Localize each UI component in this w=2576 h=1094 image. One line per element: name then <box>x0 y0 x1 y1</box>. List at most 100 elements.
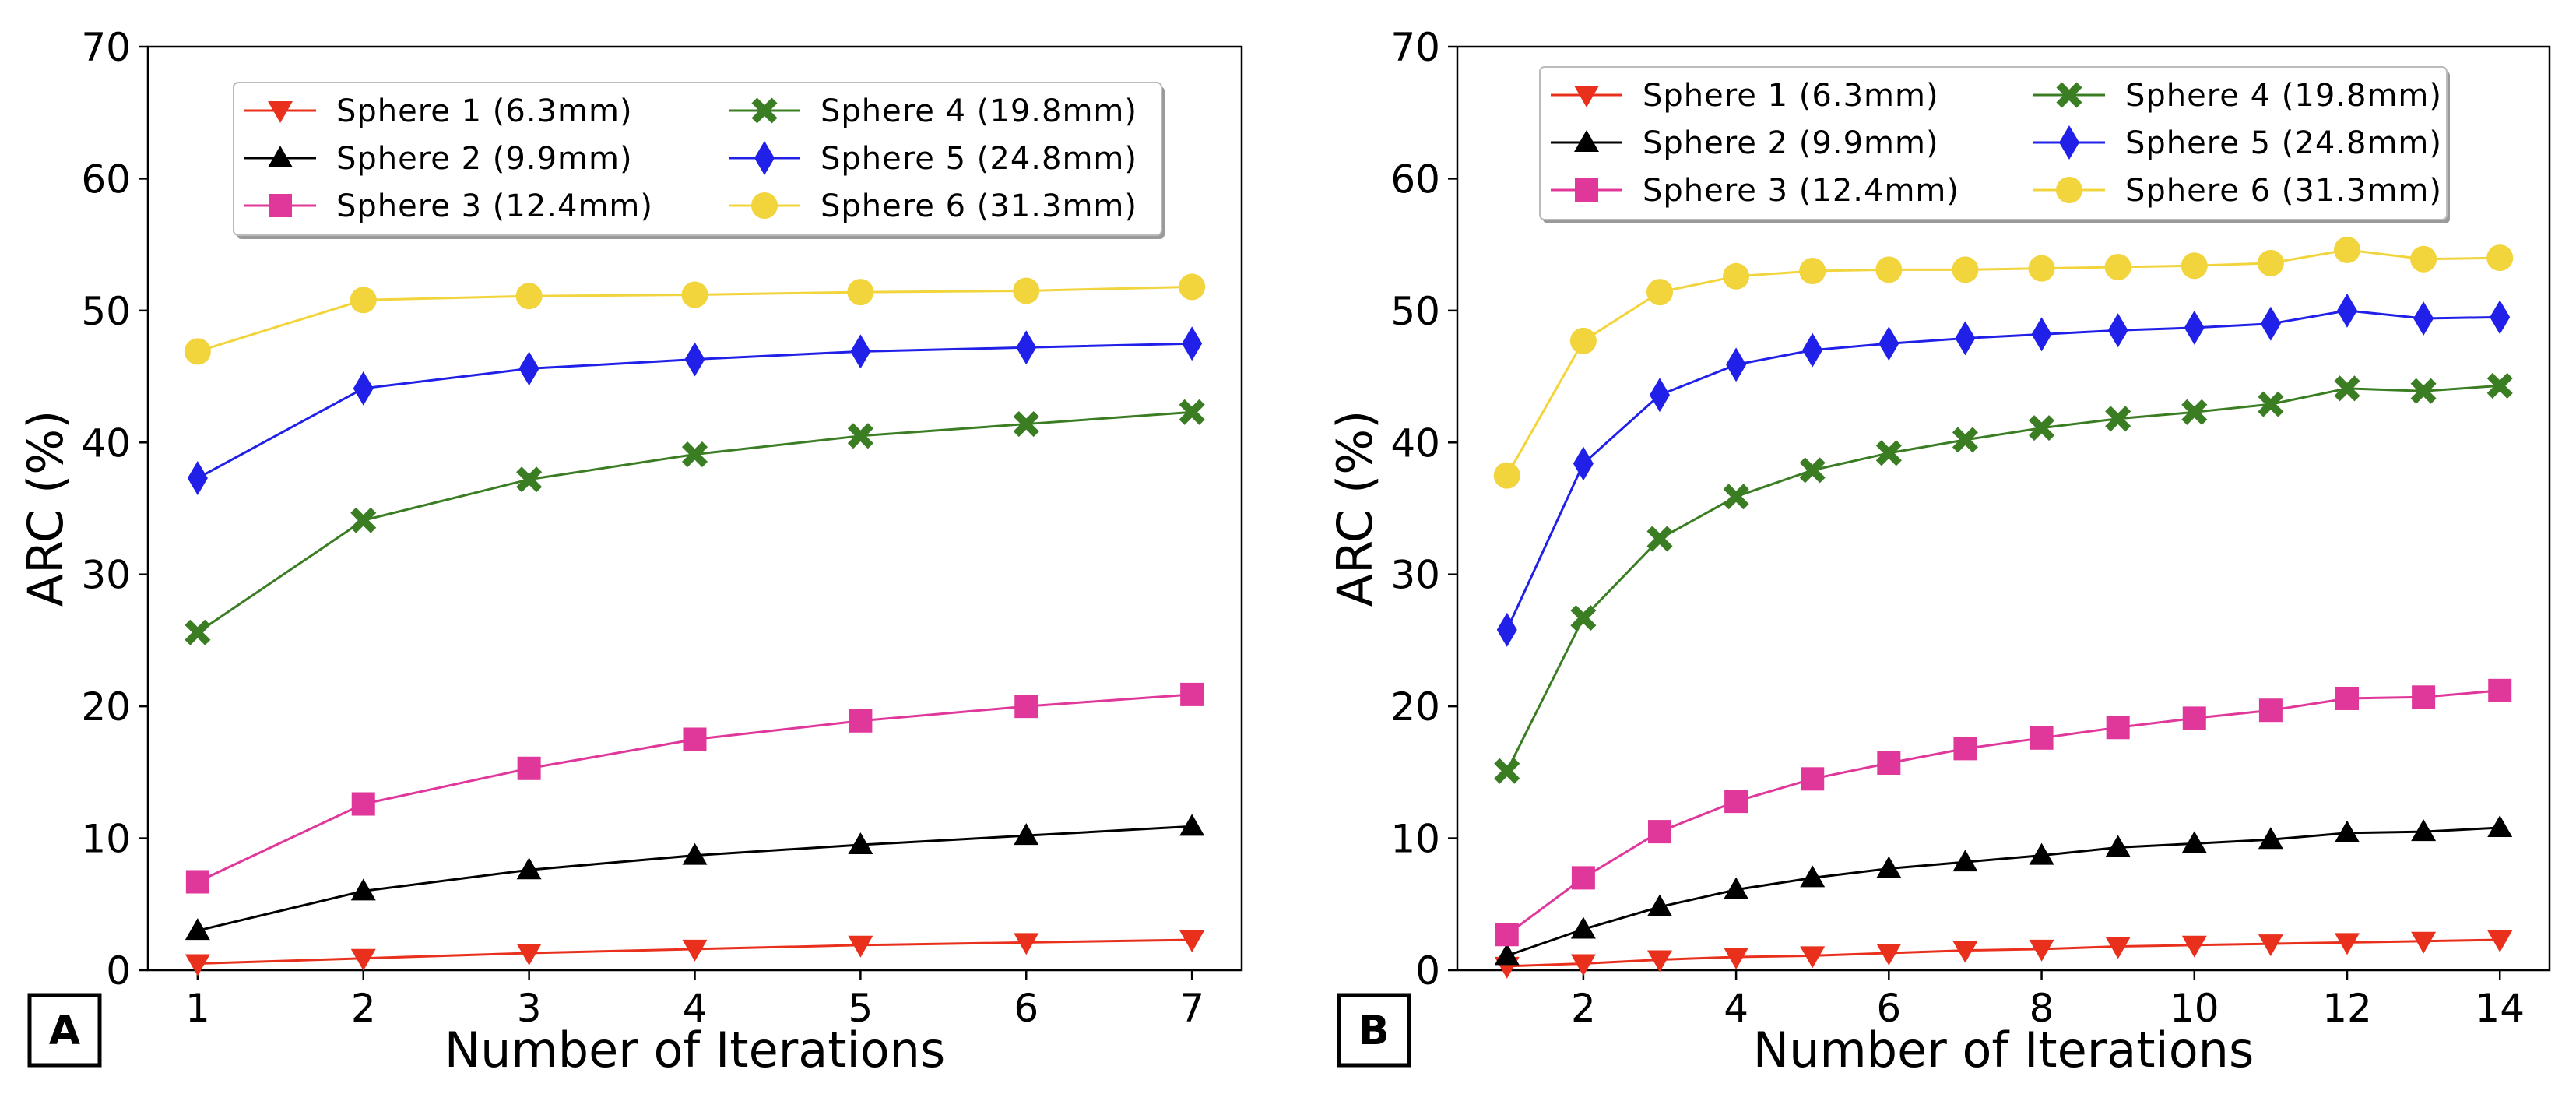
x-axis-title: Number of Iterations <box>445 1022 946 1078</box>
data-point <box>1180 682 1204 706</box>
legend-box <box>233 82 1162 236</box>
data-point <box>350 878 376 901</box>
legend-label: Sphere 1 (6.3mm) <box>336 93 633 129</box>
data-point <box>847 279 874 306</box>
data-point <box>1953 737 1977 761</box>
data-point-stroke-b <box>1494 758 1520 784</box>
data-point <box>516 466 543 493</box>
chart-panel-b: 0 10 20 30 40 50 60 70 2 4 6 8 10 12 14 Number of Itera… <box>1327 25 2551 1078</box>
series-5 <box>187 326 1203 496</box>
data-point <box>1955 321 1976 356</box>
data-point <box>2487 815 2513 838</box>
data-point <box>2411 931 2437 954</box>
data-point <box>1724 790 1748 814</box>
data-point <box>1494 758 1520 784</box>
data-point <box>187 461 208 496</box>
legend-entry: Sphere 4 (19.8mm) <box>729 93 1137 129</box>
data-point <box>2105 937 2131 959</box>
data-point <box>1723 484 1749 510</box>
data-point <box>2181 399 2208 425</box>
data-point <box>1724 877 1749 899</box>
legend-entry: Sphere 3 (12.4mm) <box>1551 173 1959 209</box>
panel-label: A <box>49 1008 80 1054</box>
legend-label: Sphere 3 (12.4mm) <box>1643 173 1959 209</box>
data-point <box>1952 850 1978 872</box>
y-tick-label: 10 <box>81 817 131 862</box>
data-point <box>2490 300 2511 335</box>
data-point <box>1878 326 1899 361</box>
legend-marker <box>1574 86 1599 107</box>
legend-label: Sphere 1 (6.3mm) <box>1643 78 1939 114</box>
data-point <box>1494 943 1520 966</box>
legend: Sphere 1 (6.3mm) Sphere 2 (9.9mm) Sphere 3… <box>1539 66 2450 223</box>
y-tick-label: 0 <box>1415 948 1440 994</box>
data-point <box>1014 823 1039 846</box>
data-point <box>1179 273 1206 301</box>
data-point <box>850 334 871 369</box>
data-point-stroke-b <box>1799 457 1826 484</box>
legend-marker <box>268 101 293 123</box>
data-point <box>2486 244 2514 272</box>
data-point <box>185 918 210 941</box>
series-4 <box>1494 372 2513 784</box>
data-point <box>1179 930 1205 953</box>
data-point <box>2411 819 2437 842</box>
data-point <box>2107 313 2128 348</box>
legend-label: Sphere 5 (24.8mm) <box>821 141 1137 177</box>
data-point <box>1182 326 1203 361</box>
data-point <box>2029 415 2055 441</box>
data-point <box>1570 605 1597 631</box>
series-line <box>197 410 1193 634</box>
data-point <box>2105 406 2131 432</box>
data-point <box>2029 842 2054 865</box>
data-point <box>1016 330 1037 365</box>
data-point <box>1801 767 1825 791</box>
series-3 <box>1495 678 2512 947</box>
y-tick-label: 40 <box>81 420 131 466</box>
data-point <box>1569 327 1597 354</box>
panel-label-box <box>27 993 102 1068</box>
data-point <box>1014 695 1038 719</box>
data-point <box>2410 245 2437 273</box>
data-point <box>1570 916 1596 939</box>
data-point <box>350 948 376 971</box>
data-point <box>2335 686 2360 710</box>
series-line <box>1506 689 2500 936</box>
x-tick-label: 5 <box>848 986 873 1031</box>
x-tick-label: 6 <box>1876 986 1901 1031</box>
data-point <box>1179 399 1205 425</box>
legend: Sphere 1 (6.3mm) Sphere 2 (9.9mm) Sphere 3… <box>233 82 1165 239</box>
x-axis-title: Number of Iterations <box>1753 1022 2254 1078</box>
y-tick-label: 40 <box>1390 420 1440 466</box>
data-point <box>1649 378 1670 413</box>
data-point <box>1571 866 1595 890</box>
data-point <box>681 441 708 468</box>
data-point <box>1800 946 1826 969</box>
data-point <box>2181 252 2208 280</box>
legend-marker <box>2059 125 2079 160</box>
x-tick-label: 7 <box>1179 986 1204 1031</box>
legend-marker-stroke-b <box>751 97 778 124</box>
data-point <box>1496 612 1517 647</box>
data-point <box>848 832 873 855</box>
data-point <box>1802 332 1823 368</box>
data-point <box>683 727 707 751</box>
plot-frame <box>1456 45 2551 972</box>
data-point <box>516 943 542 966</box>
series-5 <box>1496 293 2511 647</box>
legend-label: Sphere 4 (19.8mm) <box>821 93 1137 129</box>
data-point-stroke-b <box>2029 415 2055 441</box>
data-point <box>1877 751 1901 775</box>
legend-marker <box>1574 130 1599 152</box>
legend-entry: Sphere 6 (31.3mm) <box>729 188 1137 224</box>
data-point <box>353 371 374 406</box>
series-6 <box>184 273 1206 365</box>
series-3 <box>185 682 1204 894</box>
data-point <box>185 619 211 645</box>
data-point-stroke-b <box>2486 372 2513 399</box>
legend-marker <box>268 146 293 167</box>
data-point <box>2258 827 2283 850</box>
data-point <box>2028 255 2055 282</box>
legend-entry: Sphere 1 (6.3mm) <box>1551 78 1939 114</box>
data-point <box>849 709 873 733</box>
